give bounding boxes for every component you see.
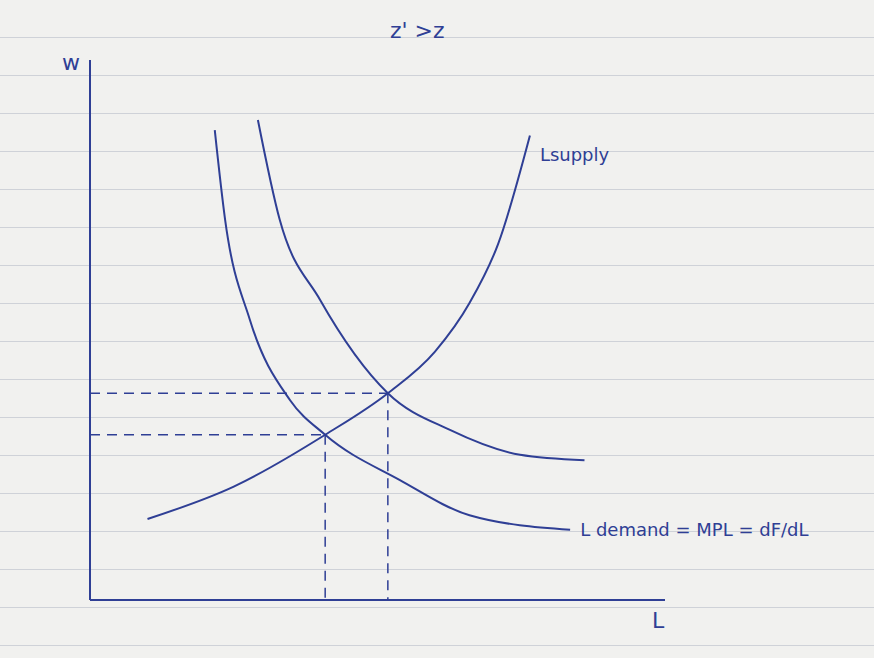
html-text:w: w [62,50,80,75]
html-text:z' >z: z' >z [390,18,445,43]
svg-text:L demand = MPL = dF/dL: L demand = MPL = dF/dL [580,519,808,540]
html-text:L: L [652,608,665,633]
svg-text:Lsupply: Lsupply [540,144,610,165]
